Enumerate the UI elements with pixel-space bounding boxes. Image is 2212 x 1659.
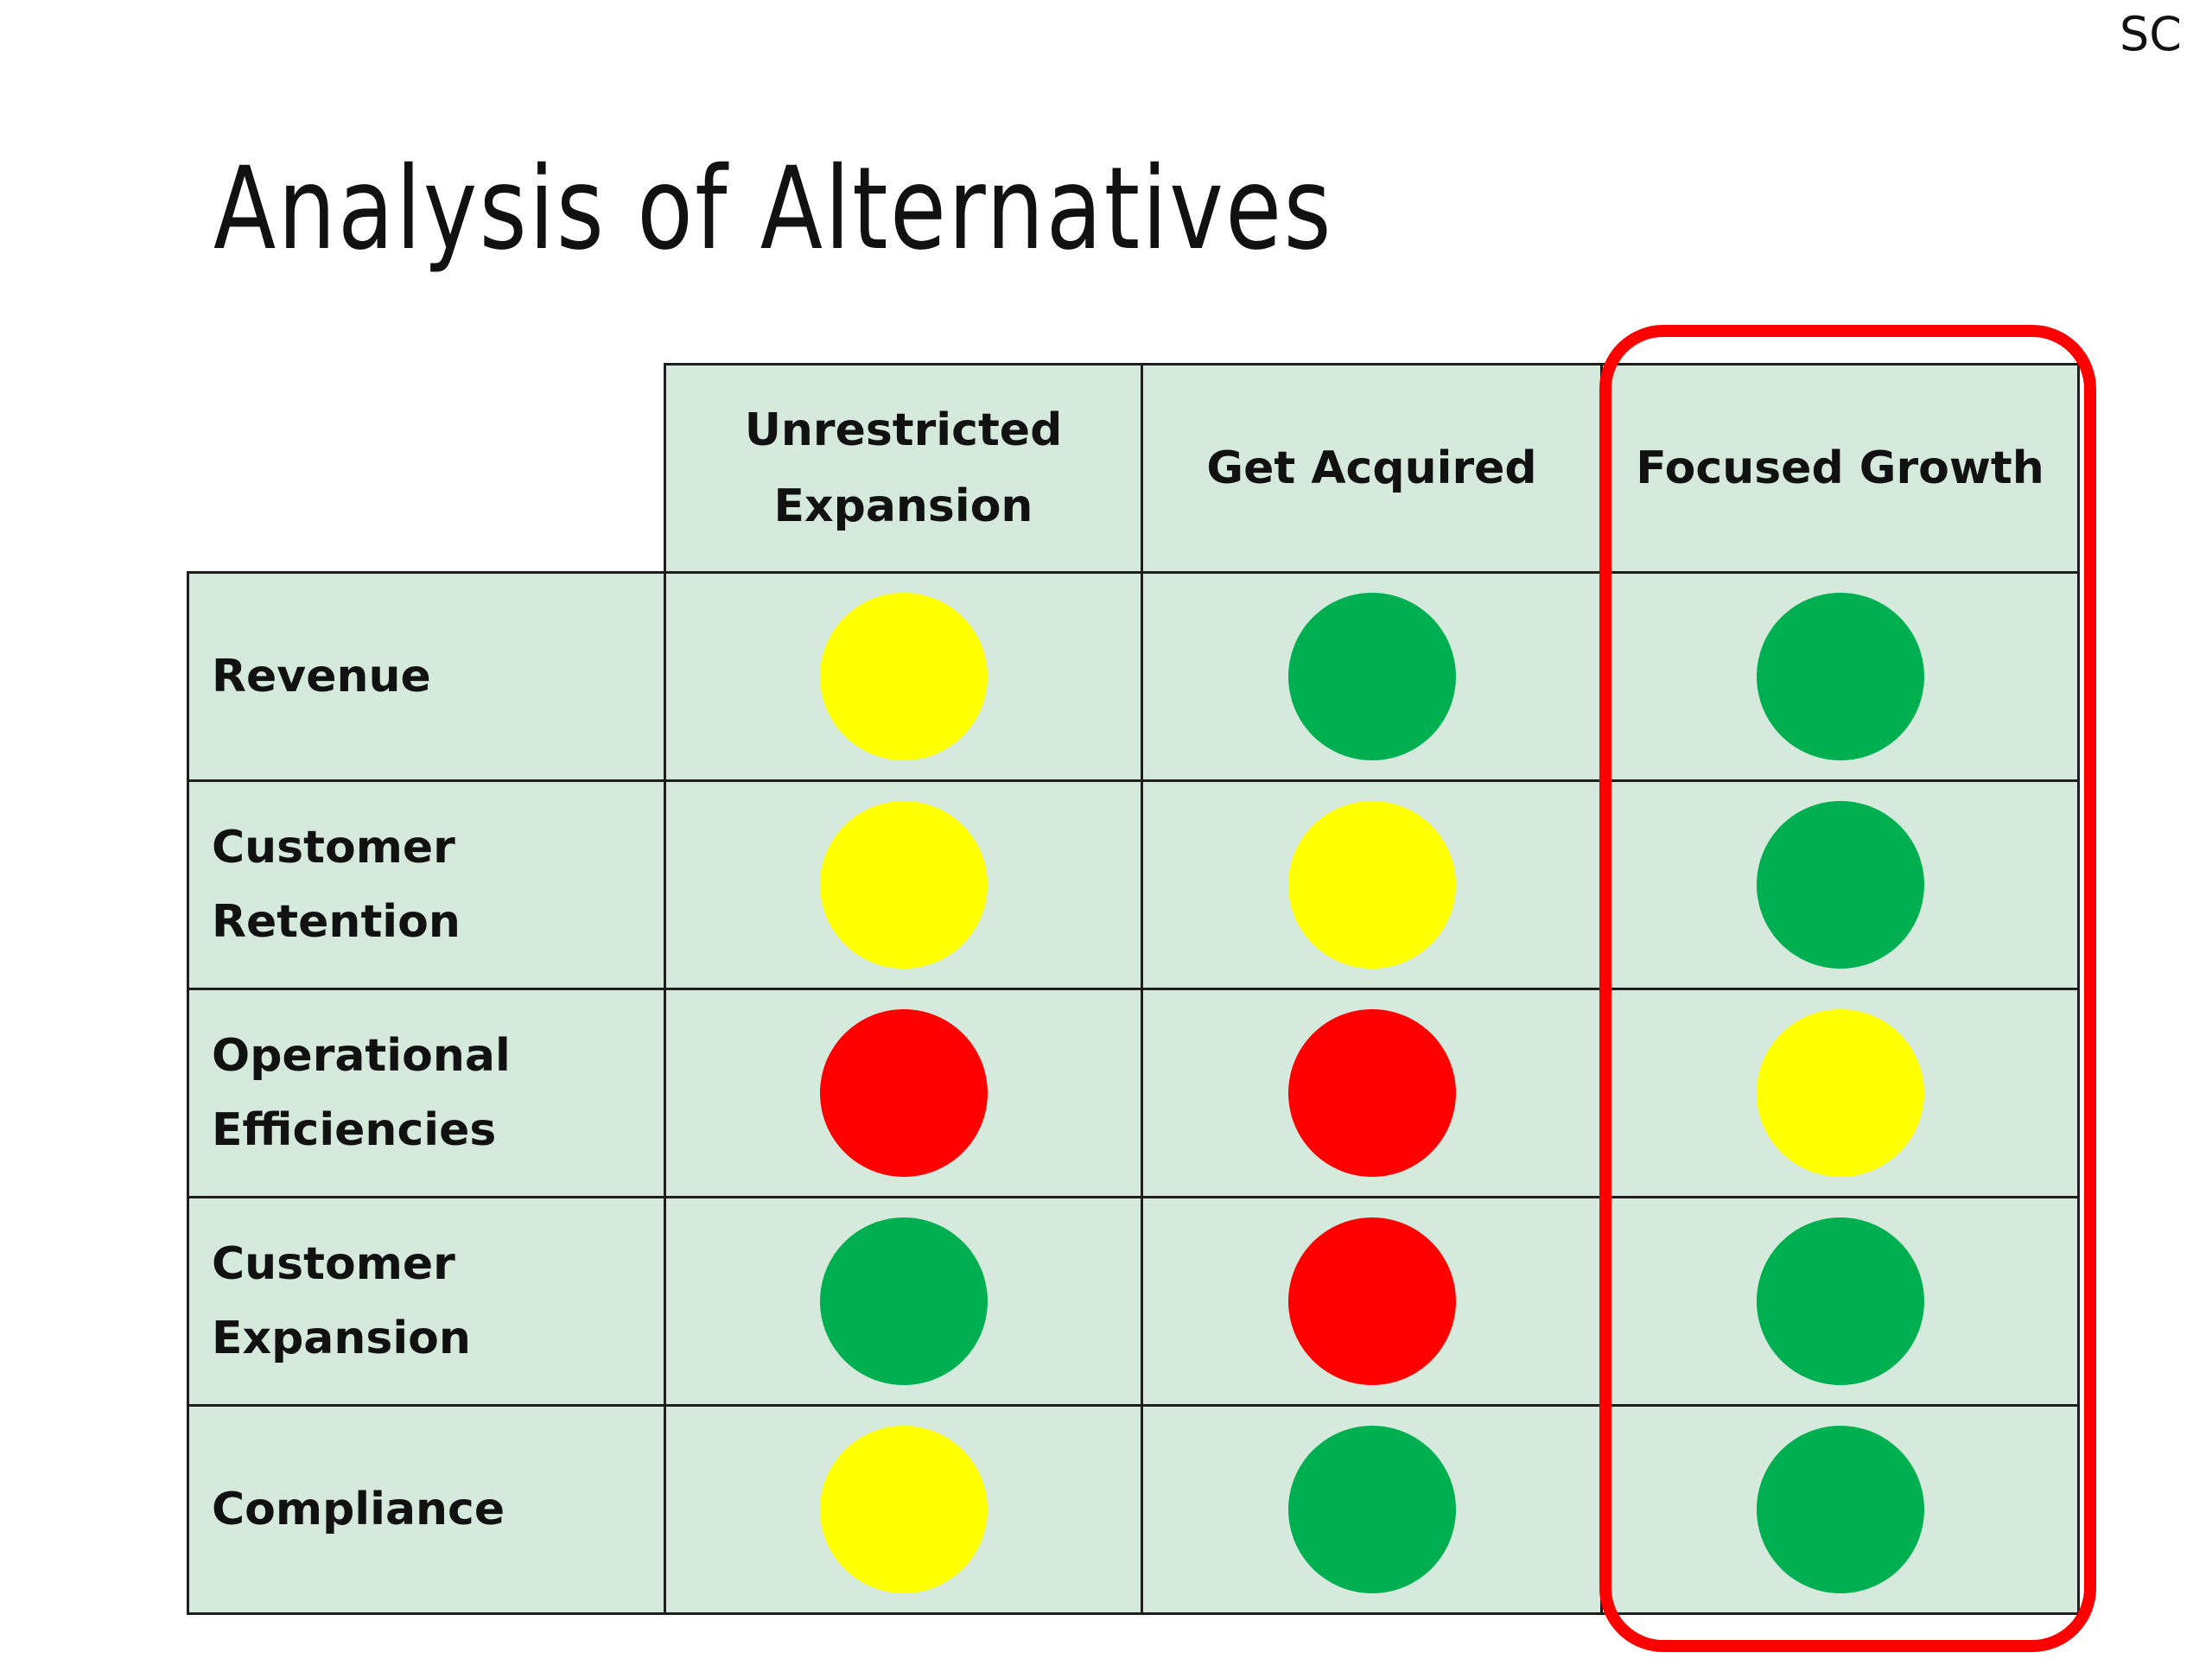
red-rating-dot <box>1287 1217 1456 1385</box>
column-header-line: Focused Growth <box>1636 442 2044 494</box>
row-label-line: Expansion <box>212 1313 471 1364</box>
yellow-rating-dot <box>819 593 988 760</box>
row-label-line: Customer <box>212 1238 455 1290</box>
rating-cell <box>1141 988 1603 1198</box>
rating-cell <box>1141 1404 1603 1615</box>
corner-cell <box>188 364 666 574</box>
table-row: Revenue <box>187 571 2080 782</box>
row-label-compliance: Compliance <box>187 1404 666 1615</box>
slide-title: Analysis of Alternatives <box>213 143 1333 276</box>
green-rating-dot <box>1756 593 1924 760</box>
yellow-rating-dot <box>819 801 988 969</box>
rating-cell <box>1600 1196 2080 1407</box>
rating-cell <box>664 779 1143 990</box>
table-row: Customer Retention <box>187 779 2080 990</box>
column-header-unrestricted-expansion: Unrestricted Expansion <box>664 363 1143 574</box>
row-label-operational-efficiencies: Operational Efficiencies <box>187 988 666 1198</box>
green-rating-dot <box>819 1217 988 1385</box>
corner-tag: SC <box>2120 7 2182 61</box>
yellow-rating-dot <box>1287 801 1456 969</box>
rating-cell <box>664 1404 1143 1615</box>
alternatives-matrix: Unrestricted Expansion Get Acquired Focu… <box>187 363 2080 1615</box>
column-header-focused-growth: Focused Growth <box>1600 363 2080 574</box>
row-label-line: Revenue <box>212 651 431 702</box>
green-rating-dot <box>1756 1426 1924 1593</box>
green-rating-dot <box>1756 801 1924 969</box>
column-header-line: Get Acquired <box>1206 442 1537 494</box>
rating-cell <box>664 1196 1143 1407</box>
yellow-rating-dot <box>819 1426 988 1593</box>
row-label-line: Customer <box>212 822 455 874</box>
table-row: Operational Efficiencies <box>187 988 2080 1198</box>
column-header-get-acquired: Get Acquired <box>1141 363 1603 574</box>
rating-cell <box>1141 571 1603 782</box>
row-label-customer-expansion: Customer Expansion <box>187 1196 666 1407</box>
row-label-line: Efficiencies <box>212 1104 497 1156</box>
green-rating-dot <box>1756 1217 1924 1385</box>
rating-cell <box>1600 571 2080 782</box>
rating-cell <box>1600 779 2080 990</box>
yellow-rating-dot <box>1756 1009 1924 1177</box>
header-row: Unrestricted Expansion Get Acquired Focu… <box>188 363 2080 574</box>
rating-cell <box>664 571 1143 782</box>
table-row: Compliance <box>187 1404 2080 1615</box>
green-rating-dot <box>1287 593 1456 760</box>
row-label-revenue: Revenue <box>187 571 666 782</box>
row-label-line: Operational <box>212 1030 511 1082</box>
rating-cell <box>1141 779 1603 990</box>
rating-cell <box>1141 1196 1603 1407</box>
red-rating-dot <box>1287 1009 1456 1177</box>
rating-cell <box>1600 988 2080 1198</box>
green-rating-dot <box>1287 1426 1456 1593</box>
row-label-line: Retention <box>212 896 461 948</box>
row-label-line: Compliance <box>212 1484 505 1535</box>
rating-cell <box>1600 1404 2080 1615</box>
rating-cell <box>664 988 1143 1198</box>
red-rating-dot <box>819 1009 988 1177</box>
column-header-line: Expansion <box>773 480 1033 532</box>
column-header-line: Unrestricted <box>744 404 1063 456</box>
row-label-customer-retention: Customer Retention <box>187 779 666 990</box>
table-row: Customer Expansion <box>187 1196 2080 1407</box>
